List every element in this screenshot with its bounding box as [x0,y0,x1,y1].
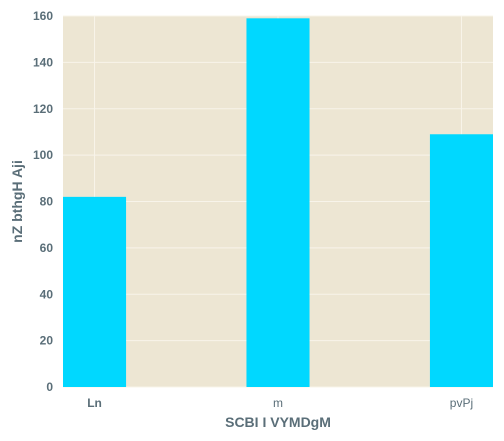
y-tick-label: 120 [33,102,53,116]
y-tick-label: 160 [33,9,53,23]
x-tick-label: Ln [87,396,102,410]
bar-Ln [63,196,127,387]
y-axis-ticks: 0 20 40 60 80 100 120 140 160 [33,9,53,394]
x-tick-label: pvPj [450,396,473,410]
y-tick-label: 20 [40,334,54,348]
x-axis-label: SCBI I VYMDgM [225,414,331,430]
y-tick-label: 140 [33,55,53,69]
y-tick-label: 100 [33,148,53,162]
y-tick-label: 0 [46,380,53,394]
y-axis-label: nZ bthgH Aji [9,160,25,243]
bars [63,18,493,387]
x-tick-label: m [273,396,283,410]
bar-pvPj [429,134,493,387]
y-tick-label: 60 [40,241,54,255]
y-tick-label: 80 [40,195,54,209]
x-axis-ticks: Ln m pvPj [87,396,473,410]
bar-m [246,18,310,387]
y-tick-label: 40 [40,287,54,301]
